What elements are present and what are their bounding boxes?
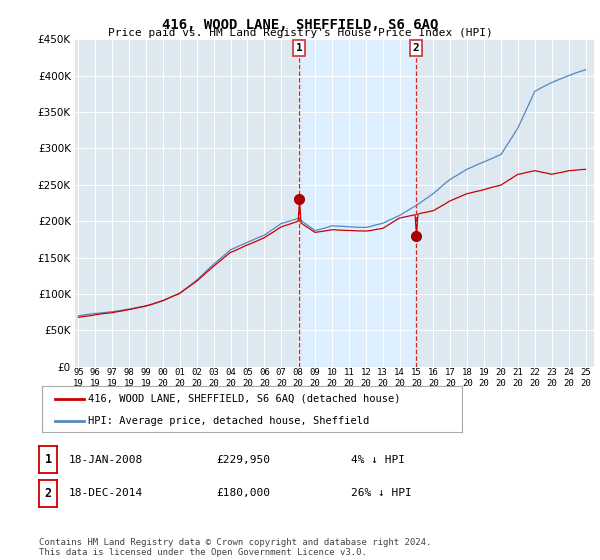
Text: 18-DEC-2014: 18-DEC-2014 bbox=[69, 488, 143, 498]
Text: £229,950: £229,950 bbox=[216, 455, 270, 465]
Text: 4% ↓ HPI: 4% ↓ HPI bbox=[351, 455, 405, 465]
Text: £180,000: £180,000 bbox=[216, 488, 270, 498]
Text: 18-JAN-2008: 18-JAN-2008 bbox=[69, 455, 143, 465]
Text: 1: 1 bbox=[296, 43, 302, 53]
Text: Price paid vs. HM Land Registry's House Price Index (HPI): Price paid vs. HM Land Registry's House … bbox=[107, 28, 493, 38]
Text: 416, WOOD LANE, SHEFFIELD, S6 6AQ: 416, WOOD LANE, SHEFFIELD, S6 6AQ bbox=[162, 18, 438, 32]
Text: HPI: Average price, detached house, Sheffield: HPI: Average price, detached house, Shef… bbox=[88, 416, 370, 426]
Text: 2: 2 bbox=[413, 43, 419, 53]
Text: 2: 2 bbox=[44, 487, 52, 500]
Text: 1: 1 bbox=[44, 453, 52, 466]
Text: 26% ↓ HPI: 26% ↓ HPI bbox=[351, 488, 412, 498]
Text: Contains HM Land Registry data © Crown copyright and database right 2024.
This d: Contains HM Land Registry data © Crown c… bbox=[39, 538, 431, 557]
Text: 416, WOOD LANE, SHEFFIELD, S6 6AQ (detached house): 416, WOOD LANE, SHEFFIELD, S6 6AQ (detac… bbox=[88, 394, 401, 404]
Bar bbox=[299, 39, 416, 367]
